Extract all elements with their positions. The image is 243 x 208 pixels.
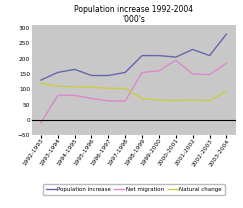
Legend: Population increase, Net migration, Natural change: Population increase, Net migration, Natu… [43, 184, 225, 195]
Title: Population increase 1992-2004
'000's: Population increase 1992-2004 '000's [74, 5, 193, 24]
